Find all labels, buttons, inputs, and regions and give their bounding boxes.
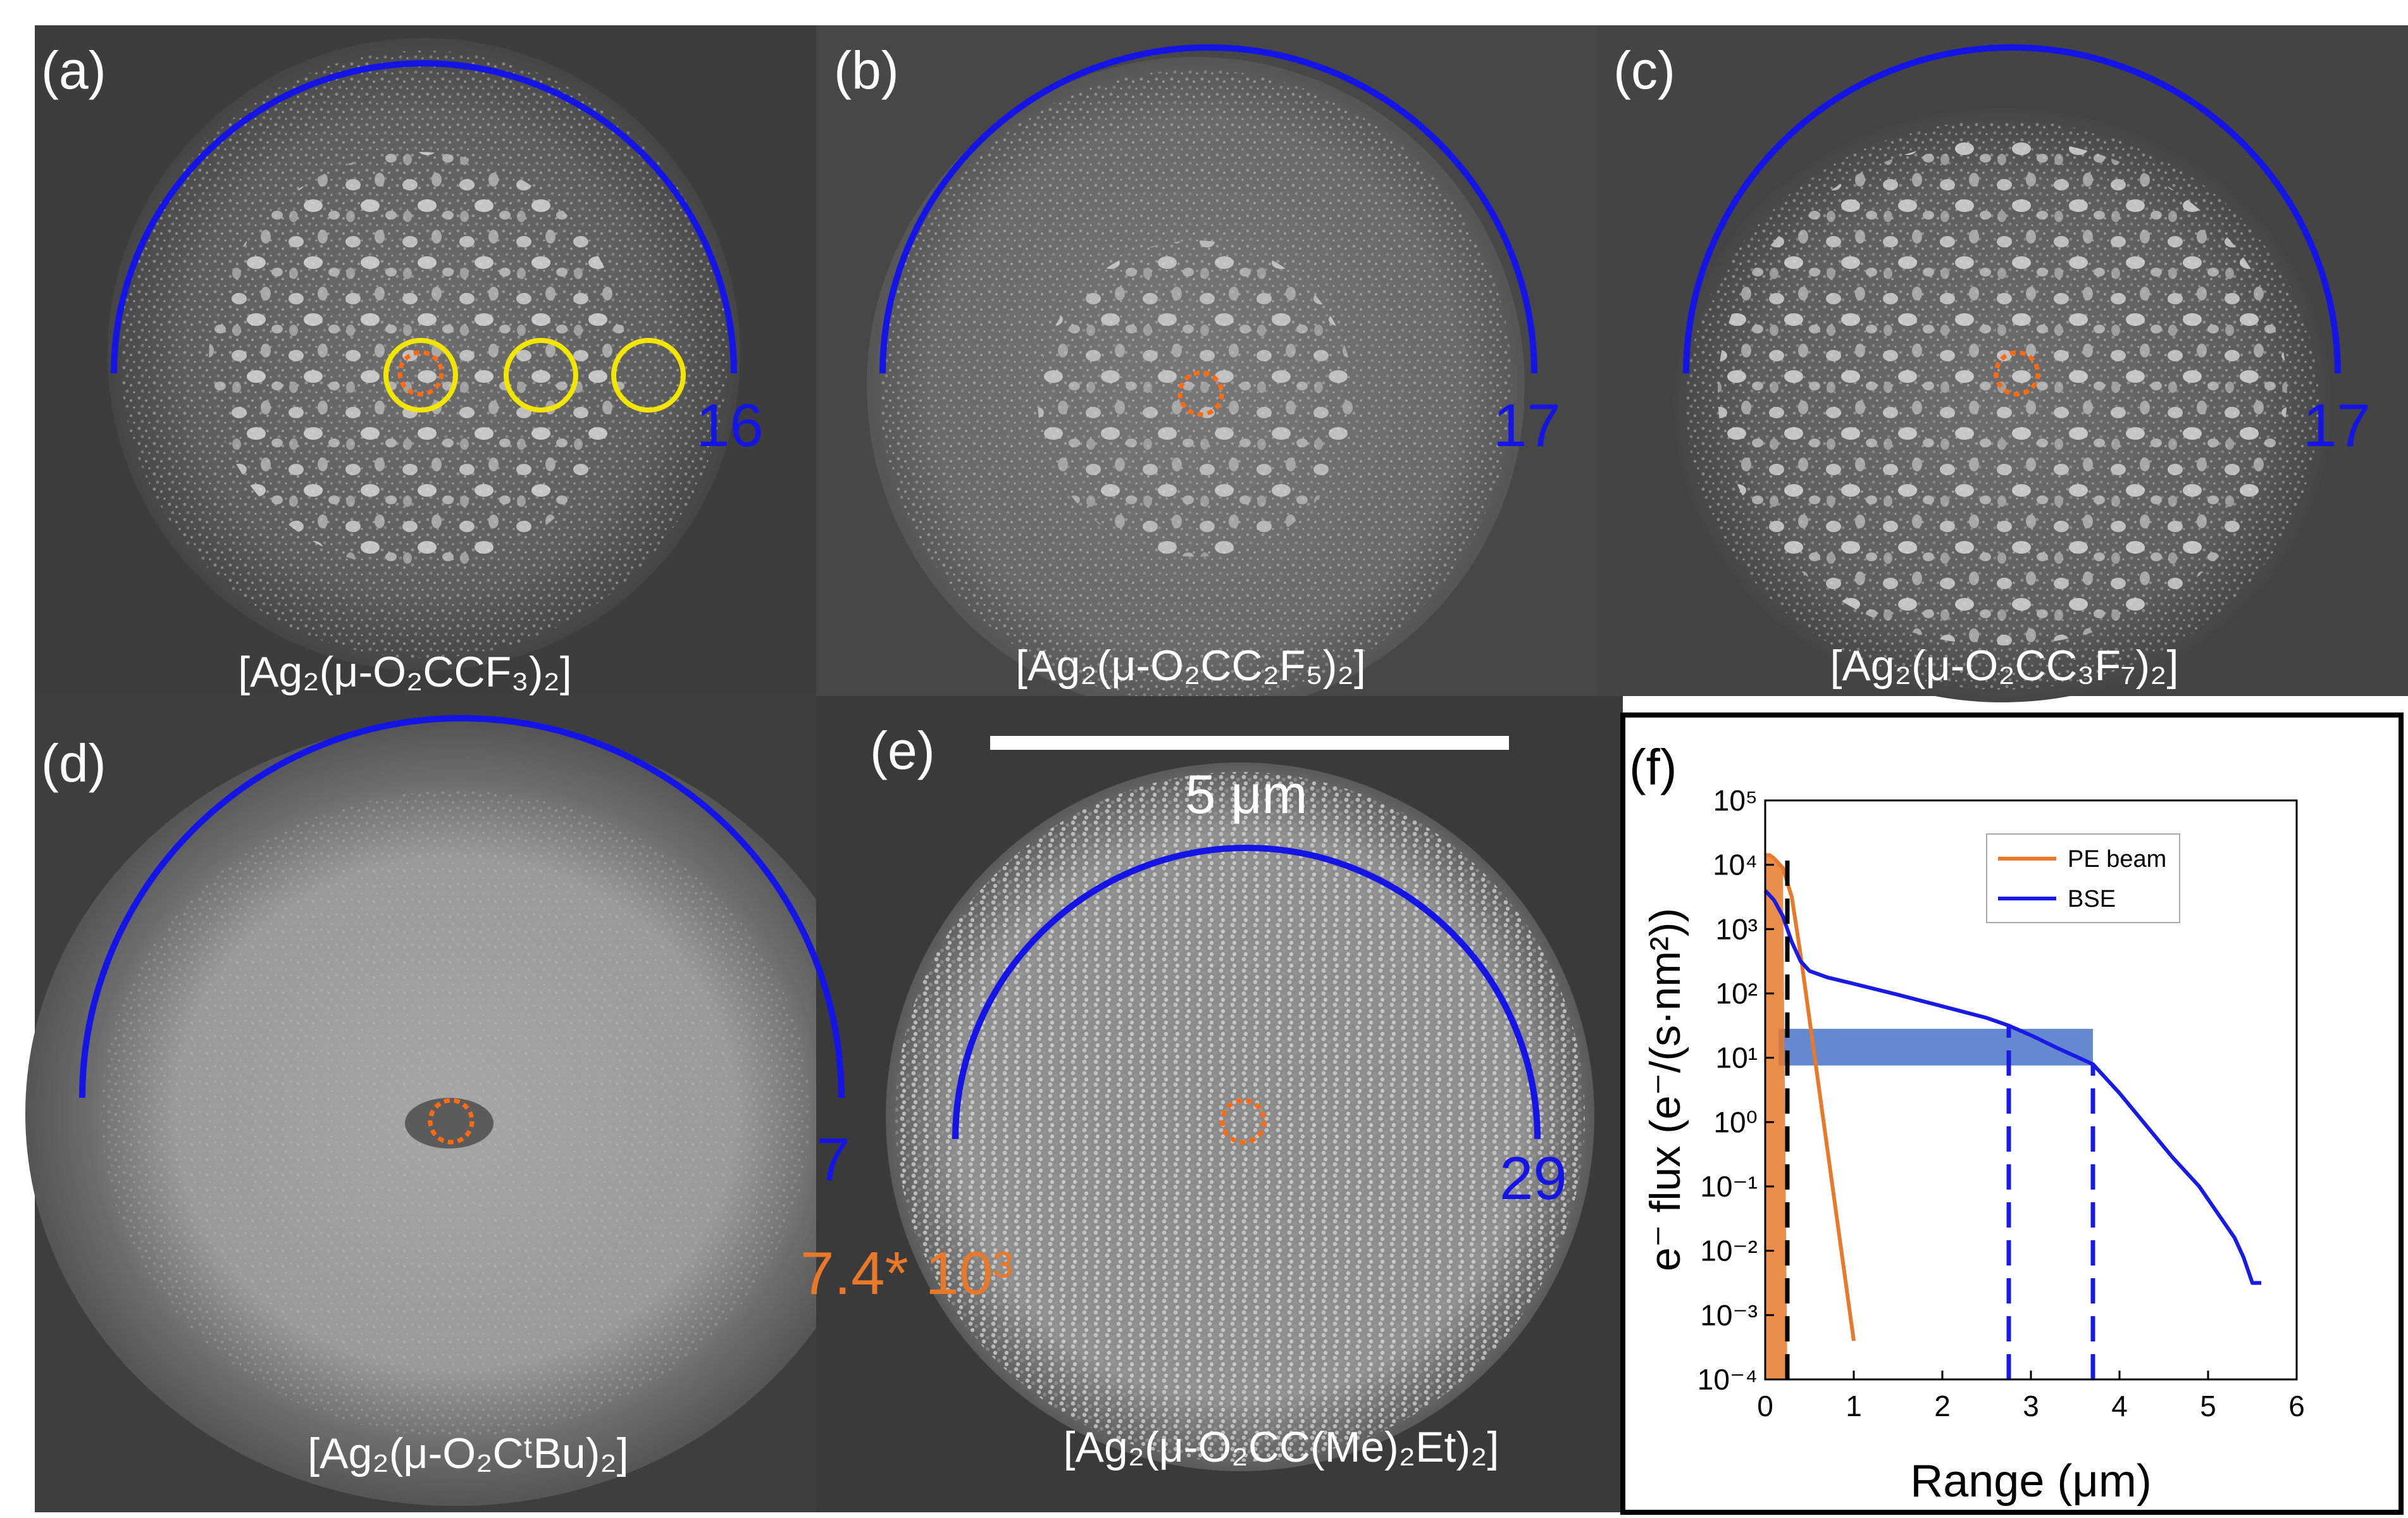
dose-annotation: 7.4* 10³: [800, 1240, 1013, 1307]
x-tick-label: 3: [2023, 1390, 2039, 1422]
radius-label-e: 29: [1499, 1145, 1567, 1212]
y-tick-label: 10⁻³: [1700, 1298, 1758, 1331]
legend-pe-label: PE beam: [2068, 846, 2166, 873]
x-tick-label: 1: [1846, 1390, 1862, 1422]
y-tick-label: 10⁰: [1713, 1105, 1758, 1138]
radius-label-b: 17: [1493, 392, 1561, 459]
compound-d: [Ag₂(μ-O₂CᵗBu)₂]: [307, 1429, 628, 1478]
x-tick-label: 0: [1757, 1390, 1773, 1422]
pe-shaded-area: [1765, 855, 1787, 1379]
y-tick-label: 10¹: [1716, 1042, 1758, 1074]
beam-spot-d: [428, 1098, 475, 1145]
panel-c-image: [1598, 25, 2408, 702]
x-tick-label: 6: [2288, 1390, 2305, 1422]
legend: PE beam BSE: [1986, 833, 2180, 923]
y-tick-label: 10⁴: [1713, 849, 1758, 881]
x-tick-label: 4: [2111, 1390, 2128, 1422]
y-tick-label: 10⁻⁴: [1697, 1363, 1758, 1396]
compound-b: [Ag₂(μ-O₂CC₂F₅)₂]: [1015, 642, 1366, 690]
legend-box: [1986, 833, 2180, 923]
scale-bar-label: 5 μm: [1186, 764, 1308, 825]
radius-label-c: 17: [2303, 392, 2371, 459]
x-axis-label: Range (μm): [1910, 1456, 2152, 1507]
beam-spot-a: [397, 350, 444, 397]
beam-spot-b: [1177, 370, 1224, 417]
beam-spot-c: [1994, 350, 2040, 397]
radius-label-a: 16: [696, 392, 764, 459]
panel-a-image: [35, 25, 819, 696]
arc-d: [79, 715, 845, 1098]
legend-bse-label: BSE: [2068, 886, 2116, 912]
panel-b-image: [816, 25, 1601, 715]
y-tick-label: 10⁵: [1713, 784, 1758, 817]
panel-label-c: (c): [1613, 40, 1675, 100]
yellow-circle-3: [611, 338, 686, 413]
arc-a: [111, 60, 737, 374]
y-tick-label: 10²: [1716, 977, 1758, 1010]
shaded-band: [1778, 1028, 2093, 1066]
yellow-circle-1: [383, 338, 458, 413]
x-tick-label: 5: [2200, 1390, 2216, 1422]
chart-panel-f: (f) 0 1 2 3 4 5 6 10⁻⁴ 10⁻³ 10⁻² 10⁻¹ 10⁰ 10¹ 10² 10³ 1…: [1620, 712, 2404, 1515]
arc-b: [879, 44, 1537, 374]
yellow-circle-2: [504, 338, 578, 413]
y-tick-label: 10³: [1716, 912, 1758, 945]
compound-a: [Ag₂(μ-O₂CCF₃)₂]: [238, 648, 572, 696]
arc-c: [1683, 44, 2341, 374]
panel-label-d: (d): [41, 733, 106, 793]
compound-c: [Ag₂(μ-O₂CC₃F₇)₂]: [1830, 642, 2179, 690]
compound-e: [Ag₂(μ-O₂CC(Me)₂Et)₂]: [1064, 1423, 1499, 1471]
beam-spot-e: [1220, 1098, 1267, 1145]
y-tick-label: 10⁻¹: [1700, 1170, 1758, 1203]
panel-label-b: (b): [834, 40, 899, 100]
panel-label-a: (a): [41, 40, 106, 100]
bse-line: [1763, 889, 2261, 1285]
panel-e-image: [816, 696, 1623, 1512]
pe-beam-line: [1765, 853, 1856, 1341]
chart-panel-label: (f): [1629, 739, 1677, 795]
x-tick-label: 2: [1934, 1390, 1951, 1422]
scale-bar: [990, 736, 1509, 750]
panel-label-e: (e): [870, 721, 935, 780]
radius-label-d: 7: [816, 1126, 850, 1193]
y-axis-label: e⁻ flux (e⁻/(s·nm²)): [1641, 908, 1689, 1271]
arc-e: [952, 845, 1541, 1140]
panel-d-image: [25, 696, 886, 1512]
y-tick-label: 10⁻²: [1700, 1235, 1758, 1267]
